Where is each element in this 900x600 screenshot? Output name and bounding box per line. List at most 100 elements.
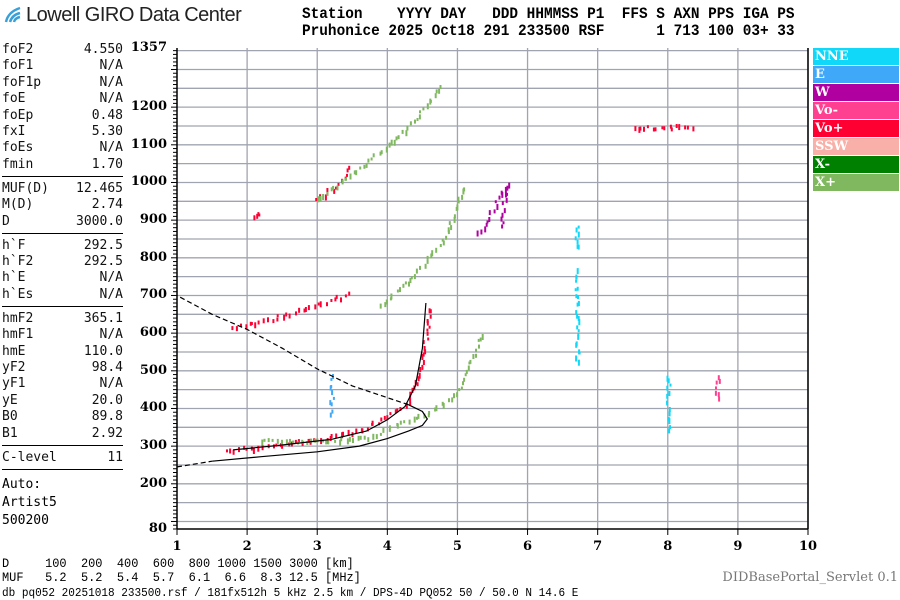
y-tick-label: 500 bbox=[139, 362, 167, 378]
param-name: B0 bbox=[2, 409, 18, 425]
echo-point bbox=[314, 304, 317, 310]
echo-point bbox=[366, 427, 369, 432]
echo-point bbox=[329, 436, 332, 441]
x-tick-label: 6 bbox=[523, 539, 533, 554]
echo-point bbox=[317, 302, 320, 306]
echo-point bbox=[577, 225, 580, 229]
echo-point bbox=[445, 235, 448, 240]
echo-point bbox=[388, 428, 391, 432]
legend-item: W bbox=[813, 84, 899, 101]
echo-point bbox=[667, 417, 670, 421]
echo-point bbox=[427, 337, 430, 341]
echo-point bbox=[668, 391, 671, 396]
param-name: fmin bbox=[2, 156, 34, 172]
echo-point bbox=[577, 333, 580, 336]
echo-point bbox=[408, 419, 411, 425]
echo-point bbox=[577, 359, 580, 366]
echo-point bbox=[501, 191, 504, 198]
echo-point bbox=[389, 412, 392, 416]
echo-point bbox=[297, 439, 300, 443]
echo-point bbox=[257, 445, 260, 452]
echo-point bbox=[715, 386, 717, 390]
echo-point bbox=[467, 365, 470, 371]
echo-point bbox=[457, 200, 460, 204]
header-line-2: Pruhonice 2025 Oct18 291 233500 RSF 1 71… bbox=[302, 22, 795, 40]
echo-point bbox=[330, 187, 333, 192]
echo-point bbox=[485, 222, 488, 227]
echo-point bbox=[346, 438, 349, 445]
echo-point bbox=[416, 118, 419, 121]
auto-artist: Artist5 bbox=[2, 495, 57, 510]
param-name: D bbox=[2, 213, 10, 229]
echo-point bbox=[578, 349, 581, 355]
legend-item: X- bbox=[813, 156, 899, 173]
echo-point bbox=[334, 297, 337, 302]
param-name: h`Es bbox=[2, 286, 34, 302]
param-name: yF2 bbox=[2, 360, 26, 375]
echo-point bbox=[423, 346, 426, 351]
echo-point bbox=[408, 281, 410, 287]
echo-point bbox=[396, 289, 399, 293]
param-row: h`F2 292.5 bbox=[2, 254, 123, 270]
echo-point bbox=[346, 168, 349, 173]
param-value: 1.70 bbox=[91, 156, 123, 172]
echo-point bbox=[355, 170, 358, 176]
echo-point bbox=[576, 313, 579, 319]
servlet-label: DIDBasePortal_Servlet 0.1 bbox=[722, 570, 898, 585]
echo-point bbox=[357, 435, 360, 441]
param-row: yF1 N/A bbox=[2, 376, 123, 392]
echo-point bbox=[288, 313, 291, 319]
separator bbox=[2, 444, 123, 446]
echo-point bbox=[575, 274, 578, 280]
echo-point bbox=[576, 268, 579, 275]
echo-point bbox=[448, 398, 450, 403]
echo-point bbox=[281, 439, 283, 446]
echo-point bbox=[506, 192, 508, 196]
param-value: 292.5 bbox=[83, 254, 123, 269]
echo-point bbox=[276, 438, 279, 444]
echo-point bbox=[463, 377, 466, 382]
param-name: yE bbox=[2, 392, 18, 408]
echo-point bbox=[402, 283, 405, 288]
echo-point bbox=[458, 388, 461, 392]
y-tick-label: 800 bbox=[139, 249, 167, 265]
echo-point bbox=[363, 435, 366, 440]
echo-point bbox=[235, 326, 238, 332]
y-tick-label: 400 bbox=[139, 400, 167, 416]
x-tick-label: 9 bbox=[733, 539, 743, 554]
x-tick-label: 4 bbox=[382, 539, 392, 554]
param-value: 365.1 bbox=[83, 310, 123, 326]
echo-point bbox=[262, 318, 265, 324]
x-tick-label: 5 bbox=[452, 539, 462, 554]
echo-point bbox=[399, 420, 402, 425]
density-profile-dashed-low bbox=[176, 460, 213, 468]
echo-point bbox=[401, 129, 404, 134]
echo-point bbox=[388, 142, 391, 148]
param-value: 0.48 bbox=[91, 107, 123, 123]
echo-point bbox=[359, 166, 362, 170]
echo-point bbox=[317, 196, 320, 203]
param-value: N/A bbox=[99, 286, 123, 302]
echo-point bbox=[267, 317, 269, 323]
echo-point bbox=[344, 177, 347, 181]
param-row: hmF1 N/A bbox=[2, 327, 123, 343]
param-name: foF1p bbox=[2, 74, 42, 90]
echo-point bbox=[424, 349, 427, 355]
echo-point bbox=[281, 444, 284, 449]
echo-point bbox=[340, 297, 342, 303]
echo-point bbox=[646, 125, 649, 129]
echo-point bbox=[667, 378, 670, 384]
param-value: N/A bbox=[99, 91, 123, 107]
echo-point bbox=[506, 185, 509, 191]
echo-point bbox=[304, 307, 307, 312]
echo-point bbox=[307, 305, 310, 311]
echo-point bbox=[505, 197, 508, 203]
echo-point bbox=[367, 158, 370, 163]
echo-point bbox=[388, 425, 391, 430]
echo-point bbox=[285, 439, 288, 445]
echo-point bbox=[229, 448, 232, 454]
echo-point bbox=[418, 114, 421, 120]
echo-point bbox=[575, 227, 578, 233]
echo-point bbox=[435, 89, 438, 94]
echo-point bbox=[256, 213, 259, 219]
